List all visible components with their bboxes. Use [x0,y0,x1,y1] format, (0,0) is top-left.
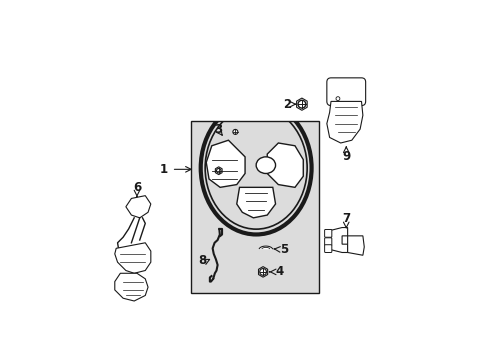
Polygon shape [259,246,272,249]
Ellipse shape [256,157,275,174]
Circle shape [335,97,339,100]
Text: 2: 2 [282,98,290,111]
Circle shape [297,100,305,108]
Circle shape [259,269,266,275]
Polygon shape [267,143,303,187]
Polygon shape [115,243,150,273]
Text: 3: 3 [213,123,222,136]
Text: 7: 7 [342,212,349,225]
Text: 4: 4 [275,265,283,278]
Polygon shape [326,102,362,143]
Text: 5: 5 [279,243,287,256]
Polygon shape [330,228,347,252]
Polygon shape [115,273,148,301]
Circle shape [216,168,221,173]
Bar [191,121,318,293]
Circle shape [232,129,237,134]
Text: 8: 8 [198,254,206,267]
FancyBboxPatch shape [324,245,331,252]
Text: 6: 6 [133,181,141,194]
Text: 1: 1 [159,163,167,176]
FancyBboxPatch shape [326,78,365,105]
Polygon shape [125,195,150,218]
FancyBboxPatch shape [324,238,331,246]
Polygon shape [206,140,244,187]
FancyBboxPatch shape [324,229,331,237]
Text: 9: 9 [342,150,350,163]
Polygon shape [347,236,364,255]
Polygon shape [236,187,275,218]
